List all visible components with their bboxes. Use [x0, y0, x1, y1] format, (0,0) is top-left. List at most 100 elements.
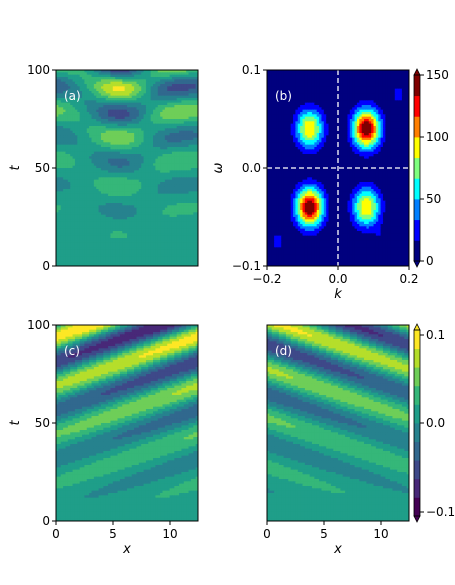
heatmap-cell: [74, 154, 78, 157]
heatmap-cell: [122, 231, 126, 234]
heatmap-cell: [150, 114, 154, 118]
heatmap-cell: [157, 256, 161, 260]
heatmap-cell: [129, 74, 133, 78]
heatmap-cell: [145, 123, 149, 127]
heatmap-cell: [89, 163, 93, 167]
heatmap-cell: [169, 210, 173, 213]
heatmap-cell: [153, 72, 156, 76]
heatmap-cell: [164, 254, 168, 258]
heatmap-cell: [77, 235, 81, 239]
heatmap-cell: [174, 184, 178, 188]
heatmap-cell: [70, 186, 74, 190]
heatmap-cell: [157, 177, 161, 181]
heatmap-cell: [60, 252, 64, 255]
heatmap-cell: [188, 116, 192, 120]
heatmap-cell: [145, 221, 149, 225]
heatmap-cell: [186, 182, 190, 185]
heatmap-cell: [153, 130, 156, 134]
heatmap-cell: [112, 149, 116, 153]
heatmap-cell: [82, 203, 85, 206]
heatmap-cell: [89, 184, 93, 188]
heatmap-cell: [174, 231, 178, 234]
heatmap-cell: [190, 247, 194, 251]
heatmap-cell: [157, 193, 161, 197]
heatmap-cell: [138, 221, 142, 225]
heatmap-cell: [108, 128, 112, 132]
heatmap-cell: [96, 179, 100, 183]
heatmap-cell: [148, 93, 152, 97]
heatmap-cell: [164, 163, 168, 167]
heatmap-cell: [100, 79, 104, 83]
heatmap-cell: [63, 196, 67, 199]
heatmap-cell: [157, 126, 161, 129]
heatmap-cell: [134, 105, 138, 108]
heatmap-cell: [169, 228, 173, 232]
heatmap-cell: [74, 189, 78, 192]
heatmap-cell: [124, 184, 128, 188]
heatmap-cell: [105, 86, 109, 90]
heatmap-cell: [131, 198, 135, 202]
heatmap-cell: [181, 184, 185, 188]
heatmap-cell: [127, 221, 130, 225]
heatmap-cell: [174, 119, 178, 122]
heatmap-cell: [167, 168, 171, 171]
heatmap-cell: [183, 217, 187, 220]
heatmap-cell: [56, 224, 59, 227]
heatmap-cell: [153, 70, 156, 73]
heatmap-cell: [77, 109, 81, 113]
heatmap-cell: [122, 116, 126, 120]
heatmap-cell: [86, 221, 90, 225]
heatmap-cell: [176, 95, 180, 99]
heatmap-cell: [89, 226, 93, 230]
heatmap-cell: [93, 81, 97, 85]
heatmap-cell: [74, 91, 78, 94]
heatmap-cell: [67, 207, 71, 211]
heatmap-cell: [108, 151, 112, 155]
heatmap-cell: [134, 91, 138, 94]
heatmap-cell: [65, 214, 69, 218]
heatmap-cell: [74, 158, 78, 162]
heatmap-cell: [79, 158, 83, 162]
heatmap-cell: [96, 100, 100, 104]
heatmap-cell: [67, 198, 71, 202]
heatmap-cell: [188, 228, 192, 232]
heatmap-cell: [131, 140, 135, 143]
heatmap-cell: [115, 149, 119, 153]
heatmap-cell: [77, 256, 81, 260]
heatmap-cell: [72, 100, 76, 104]
heatmap-cell: [60, 207, 64, 211]
heatmap-cell: [91, 135, 95, 139]
heatmap-cell: [117, 140, 121, 143]
heatmap-cell: [74, 228, 78, 232]
heatmap-cell: [70, 198, 74, 202]
heatmap-cell: [60, 107, 64, 111]
heatmap-cell: [138, 170, 142, 174]
heatmap-cell: [93, 217, 97, 220]
heatmap-cell: [179, 203, 183, 206]
heatmap-cell: [174, 70, 178, 73]
heatmap-cell: [176, 172, 180, 176]
heatmap-cell: [96, 126, 100, 129]
heatmap-cell: [155, 158, 159, 162]
heatmap-cell: [105, 193, 109, 197]
heatmap-cell: [91, 228, 95, 232]
heatmap-cell: [82, 137, 85, 141]
heatmap-cell: [171, 254, 175, 258]
heatmap-cell: [112, 130, 116, 134]
heatmap-cell: [195, 189, 198, 192]
heatmap-cell: [58, 193, 62, 197]
heatmap-cell: [60, 193, 64, 197]
heatmap-cell: [155, 154, 159, 157]
heatmap-cell: [183, 235, 187, 239]
heatmap-cell: [155, 252, 159, 255]
heatmap-cell: [162, 238, 166, 241]
heatmap-cell: [79, 238, 83, 241]
heatmap-cell: [58, 88, 62, 92]
heatmap-cell: [162, 184, 166, 188]
heatmap-cell: [115, 252, 119, 255]
heatmap-cell: [145, 107, 149, 111]
heatmap-cell: [65, 149, 69, 153]
heatmap-cell: [160, 247, 164, 251]
heatmap-cell: [96, 221, 100, 225]
heatmap-cell: [138, 238, 142, 241]
